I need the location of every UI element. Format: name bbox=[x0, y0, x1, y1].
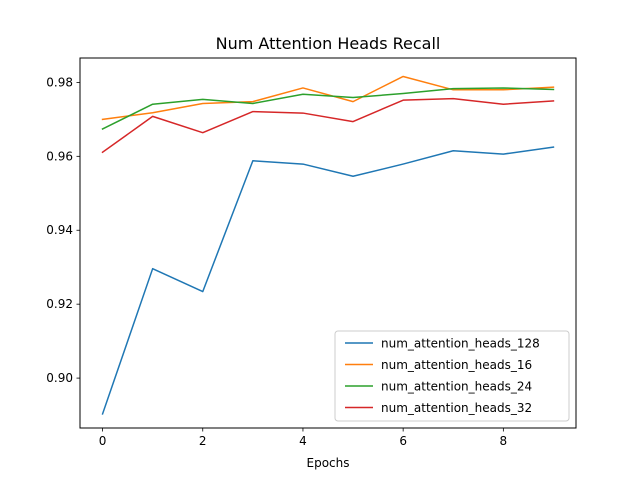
x-tick-label: 2 bbox=[199, 434, 207, 448]
x-tick-label: 6 bbox=[399, 434, 407, 448]
plot-frame bbox=[79, 57, 577, 429]
y-tick-label: 0.96 bbox=[46, 149, 73, 163]
x-tick-label: 0 bbox=[99, 434, 107, 448]
legend-box bbox=[334, 330, 570, 422]
x-axis-label: Epochs bbox=[307, 456, 350, 470]
legend-label-1: num_attention_heads_128 bbox=[381, 337, 540, 351]
series-line-3 bbox=[101, 87, 555, 130]
x-tick-label: 8 bbox=[500, 434, 508, 448]
x-tick-label: 4 bbox=[299, 434, 307, 448]
legend-label-4: num_attention_heads_32 bbox=[381, 401, 532, 415]
legend: num_attention_heads_128 num_attention_hea… bbox=[334, 330, 570, 422]
series-line-4 bbox=[101, 97, 555, 154]
series-line-2 bbox=[101, 75, 555, 121]
chart-title: Num Attention Heads Recall bbox=[216, 34, 441, 53]
y-tick-label: 0.98 bbox=[46, 75, 73, 89]
y-tick-label: 0.94 bbox=[46, 223, 73, 237]
x-axis-ticks: 0 2 4 6 8 bbox=[99, 428, 507, 448]
series-line-1 bbox=[101, 146, 555, 415]
y-axis-ticks: 0.90 0.92 0.94 0.96 0.98 bbox=[46, 75, 80, 385]
legend-label-3: num_attention_heads_24 bbox=[381, 380, 532, 394]
plot-lines bbox=[101, 75, 555, 415]
legend-label-2: num_attention_heads_16 bbox=[381, 358, 532, 372]
y-tick-label: 0.92 bbox=[46, 297, 73, 311]
y-tick-label: 0.90 bbox=[46, 371, 73, 385]
